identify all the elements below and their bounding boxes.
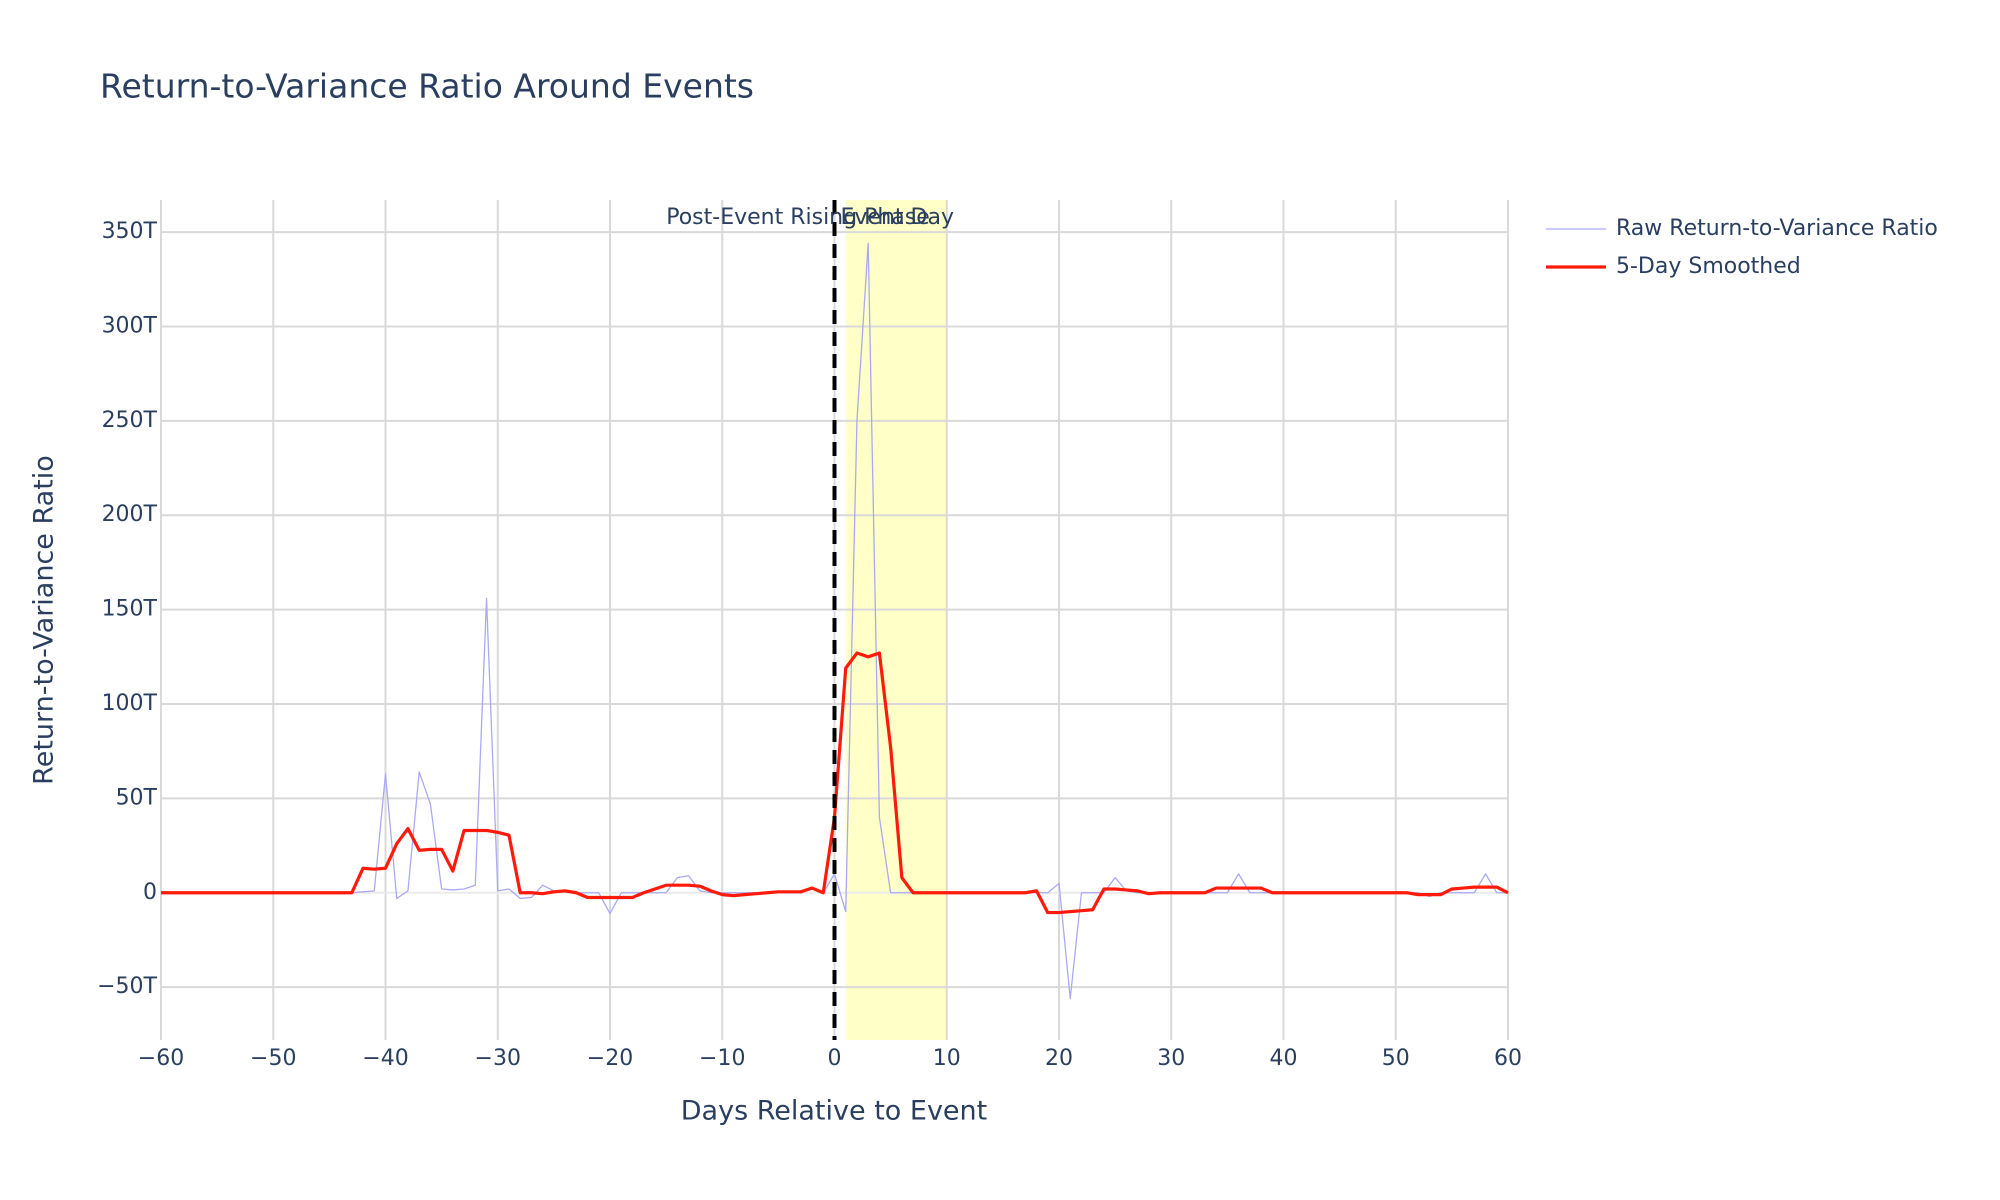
x-tick-label: 60 bbox=[1494, 1046, 1522, 1071]
x-tick-label: 0 bbox=[828, 1046, 842, 1071]
x-tick-label: 40 bbox=[1270, 1046, 1298, 1071]
y-tick-label: 250T bbox=[102, 408, 158, 433]
y-tick-label: 50T bbox=[116, 785, 158, 810]
x-tick-label: 50 bbox=[1382, 1046, 1410, 1071]
x-tick-label: −10 bbox=[699, 1046, 745, 1071]
y-tick-label: 0 bbox=[143, 880, 157, 905]
x-tick-label: 30 bbox=[1157, 1046, 1185, 1071]
y-tick-label: 150T bbox=[102, 597, 158, 622]
y-tick-label: 200T bbox=[102, 502, 158, 527]
event-label: Event Day bbox=[841, 205, 954, 230]
x-axis-title: Days Relative to Event bbox=[681, 1096, 987, 1127]
x-tick-label: −40 bbox=[362, 1046, 408, 1071]
legend-label: 5-Day Smoothed bbox=[1616, 254, 1801, 279]
chart-title: Return-to-Variance Ratio Around Events bbox=[100, 67, 754, 106]
x-tick-label: −50 bbox=[250, 1046, 296, 1071]
y-axis-title: Return-to-Variance Ratio bbox=[29, 455, 60, 785]
y-tick-label: 300T bbox=[102, 313, 158, 338]
legend-label: Raw Return-to-Variance Ratio bbox=[1616, 216, 1938, 241]
region-label: Post-Event Rising Phase bbox=[666, 205, 930, 230]
y-tick-label: 100T bbox=[102, 691, 158, 716]
y-tick-label: 350T bbox=[102, 219, 158, 244]
x-tick-label: 20 bbox=[1045, 1046, 1073, 1071]
x-tick-label: −30 bbox=[475, 1046, 521, 1071]
x-tick-label: 10 bbox=[933, 1046, 961, 1071]
y-tick-label: −50T bbox=[97, 974, 157, 999]
x-tick-label: −20 bbox=[587, 1046, 633, 1071]
x-tick-label: −60 bbox=[138, 1046, 184, 1071]
